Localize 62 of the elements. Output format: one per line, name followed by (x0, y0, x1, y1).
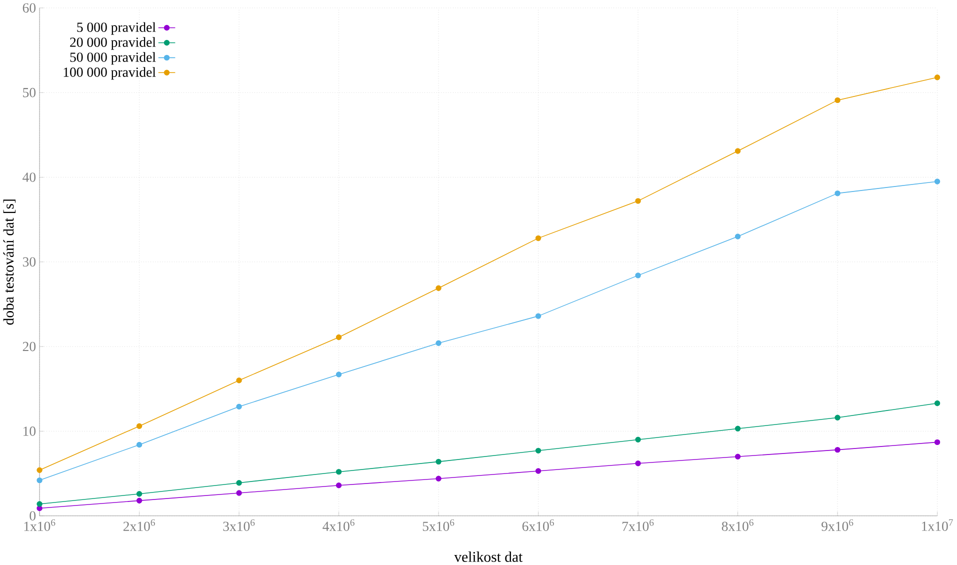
legend-label: 50 000 pravidel (70, 52, 156, 65)
point (436, 285, 442, 291)
x-tick-label: 7x10$^{6}$ (622, 519, 654, 531)
point (535, 448, 542, 454)
point (635, 436, 641, 442)
point (635, 272, 641, 278)
y-tick-label: 0 (30, 511, 36, 520)
y-tick-label: 30 (22, 257, 36, 266)
point (734, 234, 741, 240)
point (934, 400, 940, 406)
legend-label: 5 000 pravidel (77, 22, 156, 35)
y-tick-label: 50 (23, 88, 36, 98)
point (535, 313, 542, 319)
x-tick-label: 9x10$^{6}$ (822, 519, 854, 531)
y-tick-label: 20 (22, 342, 36, 352)
point (136, 423, 142, 429)
point (236, 480, 242, 486)
y-tick-label: 10 (23, 426, 36, 436)
x-tick-label: 6x10$^{6}$ (522, 519, 554, 531)
x-tick-label: 3x10$^{6}$ (223, 519, 255, 531)
y-axis-title: doba testování dat [s] (3, 200, 16, 325)
y-tick-label: 60 (22, 3, 36, 12)
point (336, 468, 342, 475)
point (834, 97, 840, 103)
point (236, 490, 242, 496)
x-axis-title: velikost dat (454, 551, 523, 562)
point (136, 490, 142, 497)
point (934, 74, 940, 80)
x-tick-label: 5x10$^{6}$ (422, 519, 454, 531)
point (535, 235, 542, 241)
point (934, 439, 940, 445)
point (36, 501, 42, 507)
point (635, 198, 641, 204)
y-tick-label: 40 (22, 172, 36, 182)
point (36, 467, 42, 473)
point (635, 460, 641, 466)
point (236, 377, 242, 384)
point (436, 458, 442, 464)
x-tick-label: 1x10$^{6}$ (24, 519, 56, 531)
x-tick-label: 2x10$^{6}$ (123, 519, 155, 531)
point (136, 498, 142, 504)
point (834, 446, 840, 453)
x-tick-label: 8x10$^{6}$ (722, 519, 754, 531)
point (36, 477, 42, 484)
point (436, 340, 442, 346)
point (336, 372, 342, 378)
legend-label: 20 000 pravidel (70, 37, 156, 50)
point (734, 454, 741, 460)
point (734, 426, 741, 432)
point (336, 482, 342, 488)
x-tick-label: 1x10$^{7}$ (922, 519, 953, 531)
point (834, 190, 840, 196)
point (535, 468, 542, 474)
point (734, 148, 741, 154)
point (336, 334, 342, 340)
point (834, 414, 840, 420)
legend-label: 100 000 pravidel (64, 67, 156, 80)
point (136, 442, 142, 448)
point (436, 476, 442, 482)
x-tick-label: 4x10$^{6}$ (322, 519, 354, 531)
point (934, 178, 940, 184)
point (236, 404, 242, 410)
